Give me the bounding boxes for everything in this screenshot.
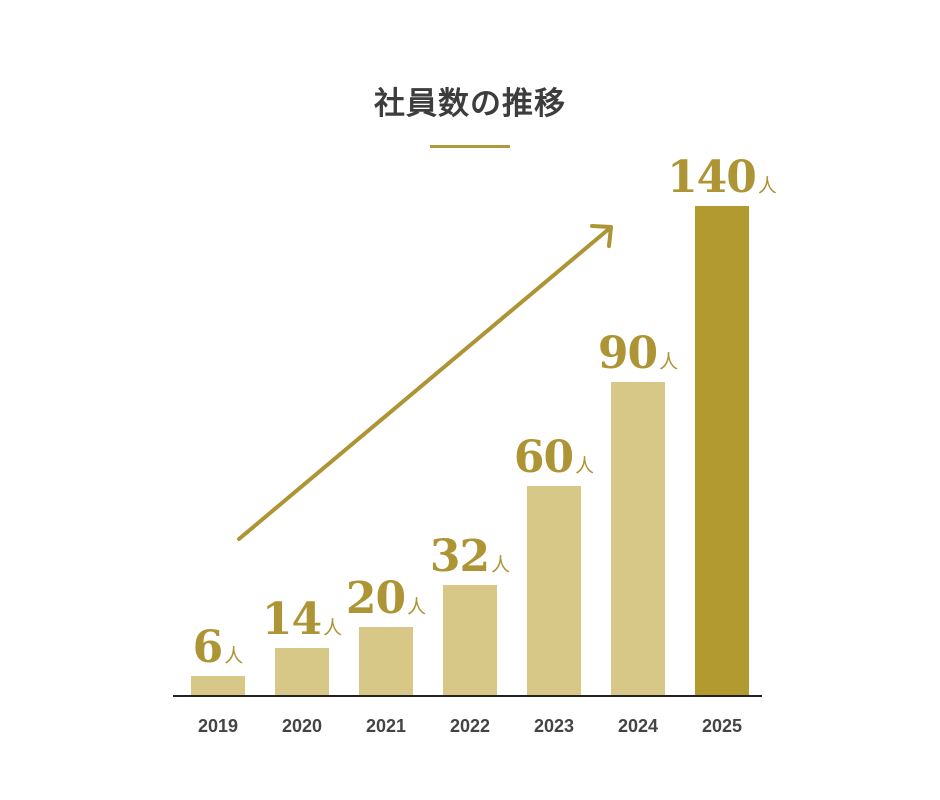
bar-2020 — [275, 648, 329, 696]
x-label-2020: 2020 — [281, 716, 323, 736]
x-label-2021: 2021 — [365, 716, 407, 736]
value-label-2025: 140 人 — [667, 152, 777, 203]
title-underline — [430, 145, 510, 148]
x-label-2024: 2024 — [617, 716, 659, 736]
chart-title: 社員数の推移 — [374, 86, 566, 122]
x-label-2019: 2019 — [197, 716, 239, 736]
value-label-2021: 20 人 — [345, 573, 427, 624]
x-label-2023: 2023 — [533, 716, 575, 736]
value-label-2023: 60 人 — [513, 432, 595, 483]
bar-2023 — [527, 486, 581, 696]
bar-2019 — [191, 676, 245, 696]
value-label-2020: 14 人 — [261, 594, 343, 645]
bar-2024 — [611, 382, 665, 696]
bar-2021 — [359, 627, 413, 696]
x-label-2025: 2025 — [701, 716, 743, 736]
value-label-2022: 32 人 — [429, 531, 511, 582]
value-label-2024: 90 人 — [597, 328, 679, 379]
bar-2025 — [695, 206, 749, 696]
x-label-2022: 2022 — [449, 716, 491, 736]
x-axis-line — [173, 695, 762, 697]
bar-2022 — [443, 585, 497, 696]
